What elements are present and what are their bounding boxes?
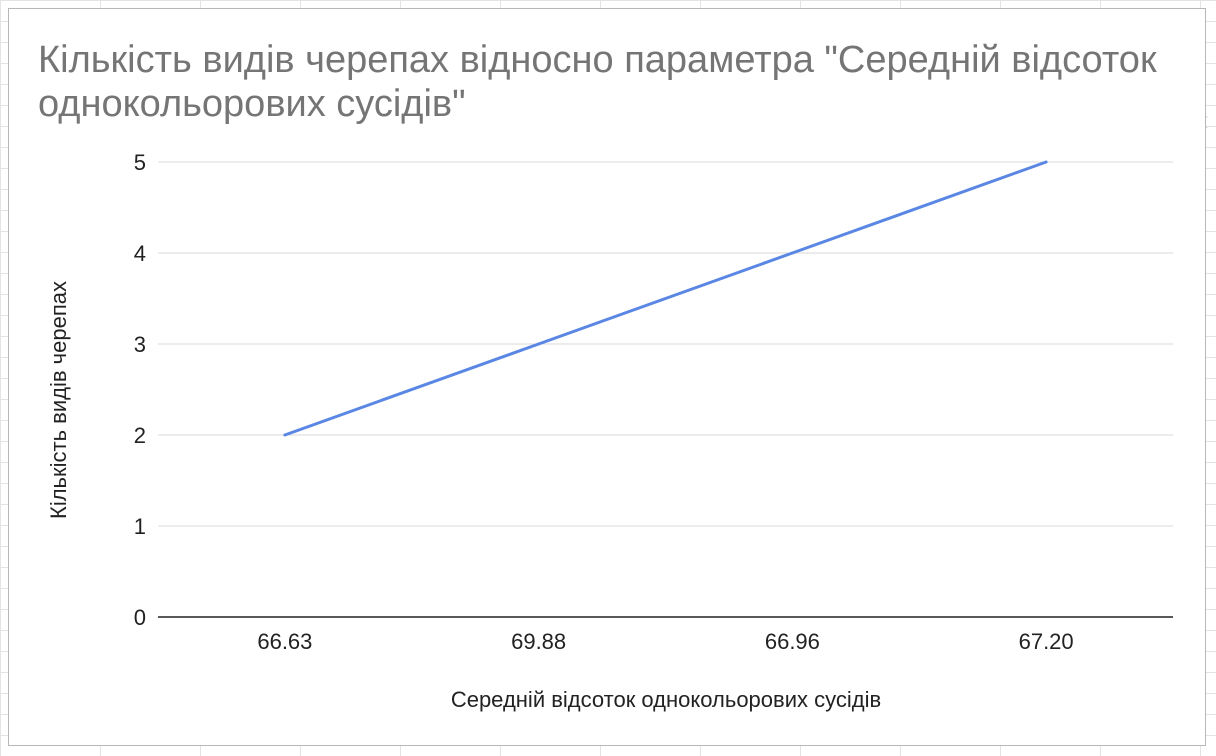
gridlines: [158, 161, 1173, 618]
y-tick-label: 0: [134, 605, 146, 630]
y-tick-label: 2: [134, 423, 146, 448]
y-tick-label: 4: [134, 241, 146, 266]
data-point[interactable]: [283, 433, 287, 437]
y-tick-labels: 0 1 2 3 4 5: [134, 150, 146, 630]
data-point[interactable]: [790, 251, 794, 255]
chart-container[interactable]: [8, 8, 1206, 746]
x-tick-label: 66.63: [257, 629, 312, 654]
data-point[interactable]: [1044, 160, 1048, 164]
y-tick-label: 1: [134, 514, 146, 539]
y-axis-label: Кількість видів черепах: [46, 281, 71, 519]
x-tick-labels: 66.63 69.88 66.96 67.20: [257, 629, 1073, 654]
chart-title: Кількість видів черепах відносно парамет…: [38, 39, 1157, 125]
data-point[interactable]: [537, 342, 541, 346]
x-tick-label: 67.20: [1019, 629, 1074, 654]
series-layer: [283, 160, 1048, 437]
y-tick-label: 3: [134, 332, 146, 357]
y-tick-label: 5: [134, 150, 146, 175]
x-tick-label: 66.96: [765, 629, 820, 654]
series-line-0[interactable]: [284, 160, 1047, 437]
x-axis-label: Середній відсоток однокольорових сусідів: [451, 687, 881, 712]
x-tick-label: 69.88: [511, 629, 566, 654]
